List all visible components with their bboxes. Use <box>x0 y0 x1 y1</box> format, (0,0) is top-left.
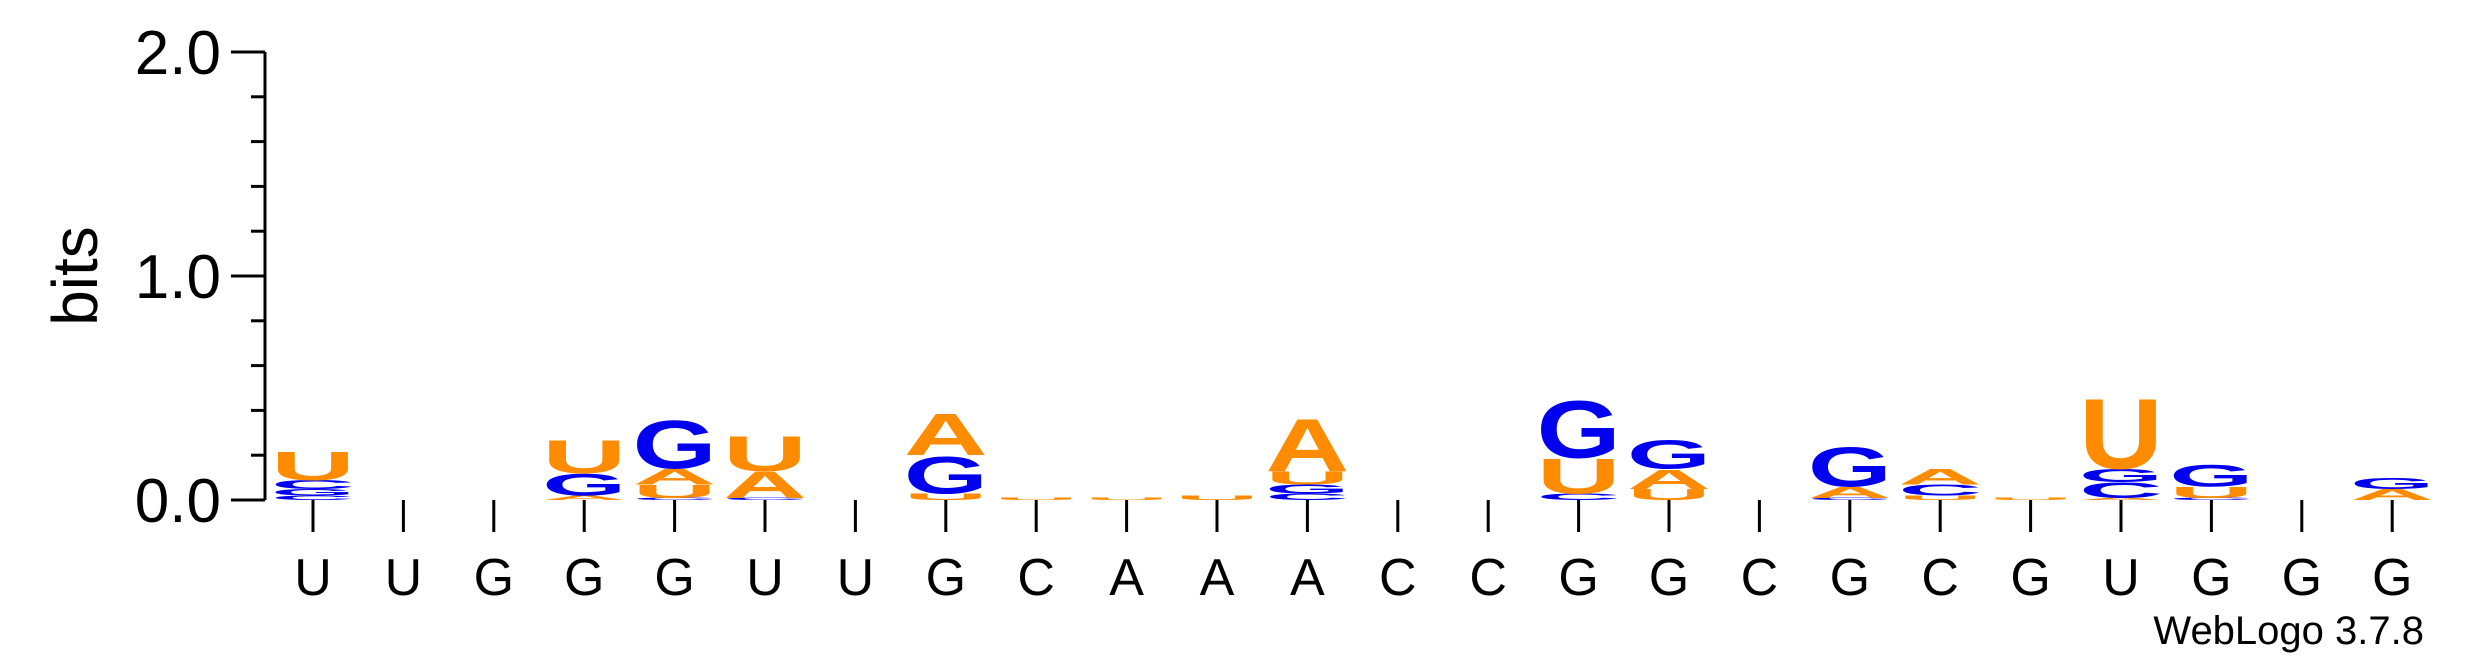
logo-letter-A: A <box>542 494 626 501</box>
x-tick-label: G <box>2191 549 2231 607</box>
x-tick-label: C <box>1921 549 1959 607</box>
logo-letter-G: G <box>2350 475 2434 492</box>
logo-letter-A: A <box>1265 403 1349 487</box>
y-tick-label: 1.0 <box>135 243 221 312</box>
x-tick-label: C <box>1469 549 1507 607</box>
y-tick-label: 2.0 <box>135 19 221 88</box>
logo-letter-U: U <box>633 481 717 502</box>
logo-letter-U: U <box>1085 497 1169 500</box>
logo-letter-C: C <box>1808 497 1892 500</box>
logo-letter-U: U <box>2079 378 2163 490</box>
y-ticks: 0.0 1.0 2.0 <box>135 19 265 536</box>
logo-letter-C: C <box>2169 497 2253 500</box>
logo-letter-C: C <box>1537 492 1621 502</box>
logo-letter-U: U <box>1175 494 1259 501</box>
logo-letter-G: G <box>271 487 355 497</box>
logo-letter-C: C <box>723 497 807 500</box>
x-tick-label: A <box>1290 549 1325 607</box>
y-axis-label: bits <box>39 226 111 326</box>
logo-letter-U: U <box>1265 467 1349 488</box>
x-tick-label: C <box>1379 549 1417 607</box>
x-tick-label: A <box>1200 549 1235 607</box>
x-tick-label: U <box>385 549 423 607</box>
logo-letter-C: C <box>633 497 717 500</box>
logo-letter-C: C <box>2079 478 2163 503</box>
logo-letter-A: A <box>1898 464 1982 489</box>
y-tick-label: 0.0 <box>135 467 221 536</box>
logo-letter-A: A <box>1808 484 1892 502</box>
logo-letter-G: G <box>1265 482 1349 496</box>
x-tick-label: C <box>1017 549 1055 607</box>
logo-letter-U: U <box>542 431 626 483</box>
x-tick-label: G <box>2282 549 2322 607</box>
logo-letter-U: U <box>904 492 988 502</box>
x-tick-label: U <box>294 549 332 607</box>
logo-letter-C: C <box>271 494 355 501</box>
x-tick-label: A <box>1109 549 1144 607</box>
logo-letter-C: C <box>271 477 355 491</box>
x-tick-label: G <box>654 549 694 607</box>
logo-letter-U: U <box>1627 486 1711 504</box>
x-tick-label: G <box>2372 549 2412 607</box>
logo-letter-G: G <box>904 446 988 505</box>
x-tick-label: U <box>746 549 784 607</box>
logo-letter-G: G <box>1627 432 1711 477</box>
x-tick-label: G <box>2010 549 2050 607</box>
x-tick-label: C <box>1741 549 1779 607</box>
logo-letter-U: U <box>723 426 807 482</box>
logo-letter-G: G <box>1537 384 1621 475</box>
logo-letter-A: A <box>2350 486 2434 504</box>
logo-letter-G: G <box>2079 465 2163 486</box>
credit-text: WebLogo 3.7.8 <box>2153 609 2424 653</box>
logo-letter-A: A <box>633 464 717 489</box>
logo-letter-U: U <box>1898 494 1982 501</box>
x-tick-label: G <box>1558 549 1598 607</box>
x-tick-label: G <box>1830 549 1870 607</box>
x-tick-label: G <box>474 549 514 607</box>
x-tick-label: U <box>837 549 875 607</box>
logo-letter-U: U <box>994 497 1078 500</box>
x-tick-label: G <box>1649 549 1689 607</box>
x-tick-label: G <box>926 549 966 607</box>
logo-letter-U: U <box>271 443 355 488</box>
logo-letter-U: U <box>1989 497 2073 500</box>
logo-letter-G: G <box>1808 436 1892 499</box>
logo-letter-U: U <box>2169 484 2253 502</box>
logo-letter-A: A <box>2079 497 2163 500</box>
logo-letter-A: A <box>904 401 988 468</box>
logo-letter-A: A <box>723 464 807 506</box>
logo-letter-A: A <box>1627 463 1711 495</box>
x-tick-label: U <box>2102 549 2140 607</box>
logo-letter-G: G <box>542 467 626 502</box>
logo-letter-C: C <box>1898 481 1982 499</box>
logo-letter-G: G <box>633 407 717 484</box>
logo-letter-G: G <box>2169 458 2253 493</box>
logo-letter-U: U <box>1537 448 1621 504</box>
logo-letter-C: C <box>1265 492 1349 502</box>
x-tick-label: G <box>564 549 604 607</box>
